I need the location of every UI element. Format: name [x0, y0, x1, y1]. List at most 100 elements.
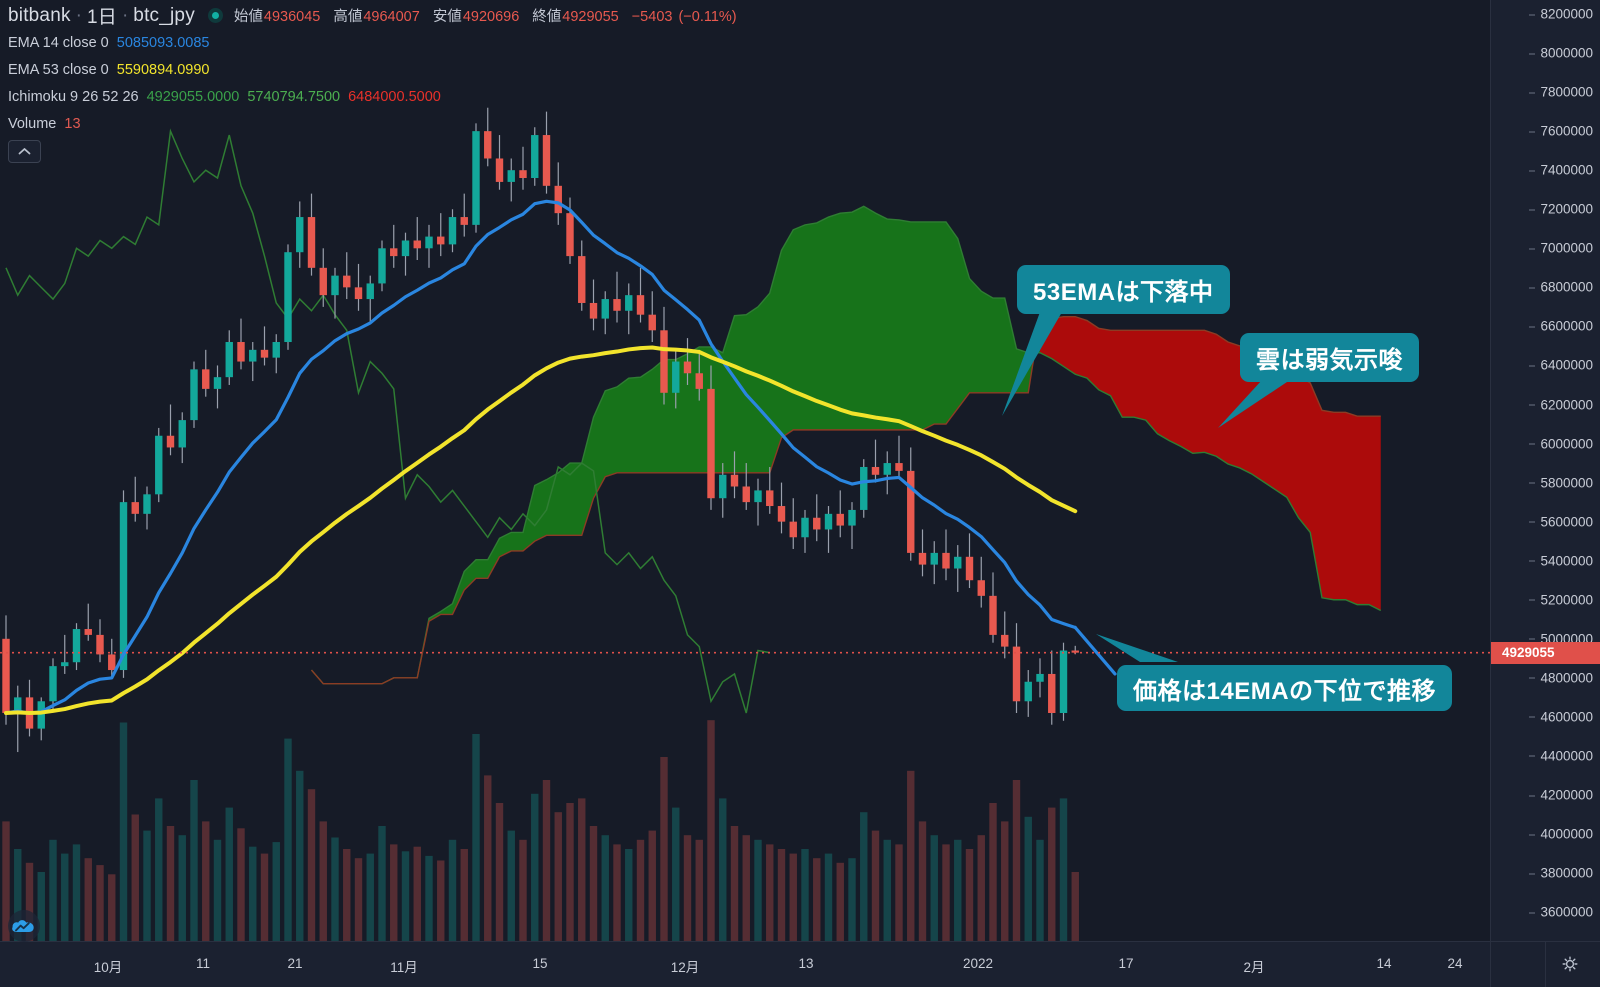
volume-bar [331, 837, 339, 941]
volume-bar [801, 849, 809, 941]
volume-bar [1048, 807, 1056, 941]
candle-body [601, 299, 609, 319]
candle-body [1059, 650, 1068, 713]
senkou-b-line [310, 315, 1381, 685]
candle-body [413, 240, 421, 249]
chart-canvas [0, 107, 1490, 941]
candle-body [707, 388, 715, 499]
annotation-text-cloud: 雲は弱気示唆 [1256, 347, 1403, 374]
price-tick: 5600000 [1529, 514, 1593, 530]
tradingview-logo[interactable] [8, 910, 40, 942]
volume-bar [61, 853, 69, 941]
time-tick: 13 [798, 956, 814, 971]
axis-divider-1 [1490, 942, 1491, 987]
volume-bar [531, 793, 539, 941]
time-tick: 2月 [1243, 960, 1265, 975]
chart-plot-area[interactable] [0, 0, 1490, 941]
candle-body [683, 361, 692, 374]
volume-bar [260, 853, 269, 941]
volume-bar [495, 803, 504, 941]
candle-body [542, 135, 551, 186]
candle-body [190, 369, 198, 421]
volume-bar [695, 839, 703, 941]
ema53-line [4, 345, 1078, 716]
time-axis[interactable]: 10月 11 21 11月 15 12月 13 2022 17 2月 14 24 [0, 941, 1600, 987]
volume-bar [989, 803, 997, 941]
volume-bar [813, 858, 821, 941]
price-axis[interactable]: 8200000 8000000 7800000 7600000 7400000 72000… [1490, 0, 1600, 941]
candle-body [37, 701, 45, 729]
price-tick: 3600000 [1529, 904, 1593, 920]
volume-bar [589, 826, 598, 941]
time-tick: 11月 [390, 960, 418, 975]
volume-bar [378, 826, 386, 941]
annotation-callout-price[interactable]: 価格は14EMAの下位で推移 [1117, 665, 1453, 711]
volume-bar [143, 830, 151, 941]
candle-body [648, 314, 656, 331]
volume-bar [954, 839, 962, 941]
time-tick: 15 [532, 956, 548, 971]
volume-bar [25, 862, 34, 941]
candle-body [331, 275, 339, 296]
candle-body [296, 217, 304, 253]
candle-body [249, 349, 257, 362]
price-tick: 7800000 [1529, 84, 1593, 100]
volume-bar [848, 858, 856, 941]
candle-body [907, 470, 915, 553]
candle-body [519, 170, 527, 179]
collapse-legend-button[interactable] [8, 140, 41, 163]
volume-bar [284, 738, 292, 941]
price-tick: 7600000 [1529, 123, 1593, 139]
candle-body [954, 556, 962, 569]
volume-bar [2, 821, 10, 941]
time-tick: 2022 [962, 956, 994, 971]
price-tick: 5200000 [1529, 592, 1593, 608]
volume-bar [437, 860, 445, 941]
volume-bar [37, 872, 45, 941]
candle-body [977, 580, 985, 596]
candle-body [401, 240, 410, 257]
candle-body [343, 275, 351, 288]
current-price-badge[interactable]: 4929055 [1491, 641, 1600, 664]
candle-body [566, 213, 574, 257]
volume-bar [190, 780, 198, 941]
price-tick: 5800000 [1529, 475, 1593, 491]
volume-bar [566, 803, 574, 941]
volume-bar [542, 780, 551, 941]
candle-body [131, 502, 139, 514]
tradingview-logo-icon [12, 920, 34, 932]
volume-bar [719, 798, 727, 941]
candle-body [307, 217, 316, 268]
candle-body [766, 490, 774, 507]
cloud-bearish-fill [1040, 316, 1381, 611]
volume-bar [942, 844, 950, 941]
chart-settings-button[interactable] [1560, 954, 1582, 976]
price-tick: 4800000 [1529, 670, 1593, 686]
ema14-line [4, 199, 1077, 715]
candle-body [108, 654, 116, 671]
volume-bar [307, 789, 316, 941]
time-tick: 14 [1376, 956, 1392, 971]
volume-bar [178, 835, 186, 941]
candle-body [801, 517, 809, 538]
time-tick: 21 [287, 956, 303, 971]
candle-body [1024, 681, 1032, 702]
price-tick: 4200000 [1529, 787, 1593, 803]
candle-body [202, 369, 210, 389]
volume-bar [96, 865, 104, 941]
candle-body [719, 474, 727, 499]
annotation-callout-ema53[interactable]: 53EMAは下落中 [1017, 265, 1230, 314]
volume-bar [225, 807, 233, 941]
candle-body [49, 666, 57, 702]
volume-bar [730, 826, 739, 941]
volume-bar [601, 835, 609, 941]
volume-bar [213, 839, 222, 941]
annotation-callout-cloud[interactable]: 雲は弱気示唆 [1240, 333, 1419, 382]
candle-body [72, 629, 81, 663]
candle-body [942, 552, 950, 569]
price-tick: 7000000 [1529, 240, 1593, 256]
candle-body [96, 634, 104, 655]
volume-bar [425, 855, 433, 941]
price-tick: 7400000 [1529, 162, 1593, 178]
candle-body [672, 361, 680, 393]
